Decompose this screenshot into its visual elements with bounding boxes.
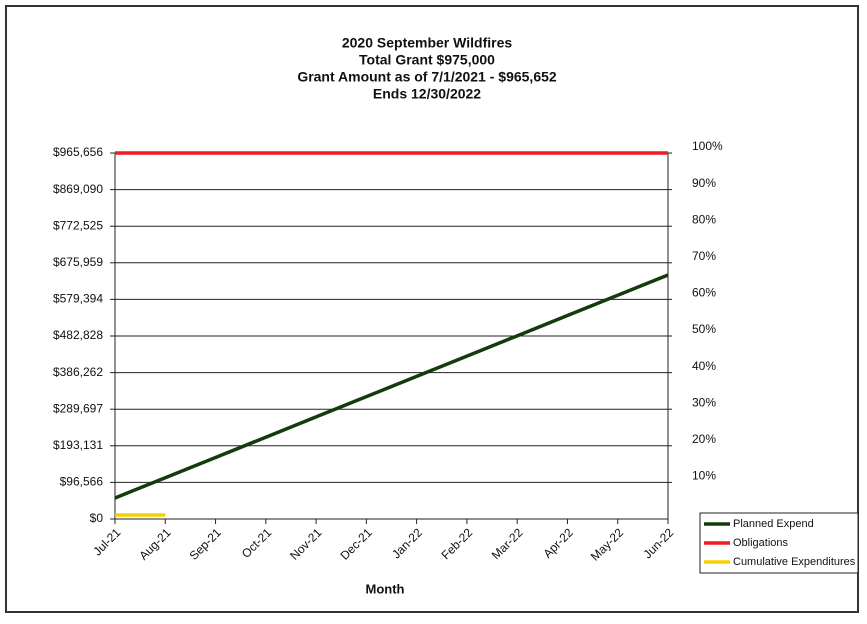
y-tick-label: $772,525 [53, 218, 103, 232]
y-tick-label: $0 [90, 511, 104, 525]
x-axis-title: Month [366, 581, 405, 596]
y-tick-label: $289,697 [53, 401, 103, 415]
frame [5, 5, 859, 613]
y2-tick-label: 30% [692, 395, 716, 409]
y2-tick-label: 100% [692, 139, 723, 153]
chart-title: 2020 September Wildfires [342, 35, 512, 51]
y2-tick-label: 90% [692, 176, 716, 190]
chart-title: Total Grant $975,000 [359, 52, 495, 68]
y-tick-label: $675,959 [53, 255, 103, 269]
chart-title: Grant Amount as of 7/1/2021 - $965,652 [297, 69, 557, 85]
y2-tick-label: 50% [692, 322, 716, 336]
legend-label: Cumulative Expenditures [733, 556, 856, 568]
series-line [114, 273, 669, 500]
y2-tick-label: 20% [692, 432, 716, 446]
chart-title: Ends 12/30/2022 [373, 86, 481, 102]
y-tick-label: $96,566 [60, 475, 104, 489]
legend-label: Obligations [733, 537, 789, 549]
y2-tick-label: 80% [692, 212, 716, 226]
legend-label: Planned Expend [733, 518, 814, 530]
y2-tick-label: 10% [692, 469, 716, 483]
y-tick-label: $869,090 [53, 182, 103, 196]
y2-tick-label: 70% [692, 249, 716, 263]
y-tick-label: $193,131 [53, 438, 103, 452]
y2-tick-label: 60% [692, 286, 716, 300]
y-tick-label: $965,656 [53, 145, 103, 159]
y-tick-label: $386,262 [53, 365, 103, 379]
y2-tick-label: 40% [692, 359, 716, 373]
y-tick-label: $579,394 [53, 292, 103, 306]
y-tick-label: $482,828 [53, 328, 103, 342]
